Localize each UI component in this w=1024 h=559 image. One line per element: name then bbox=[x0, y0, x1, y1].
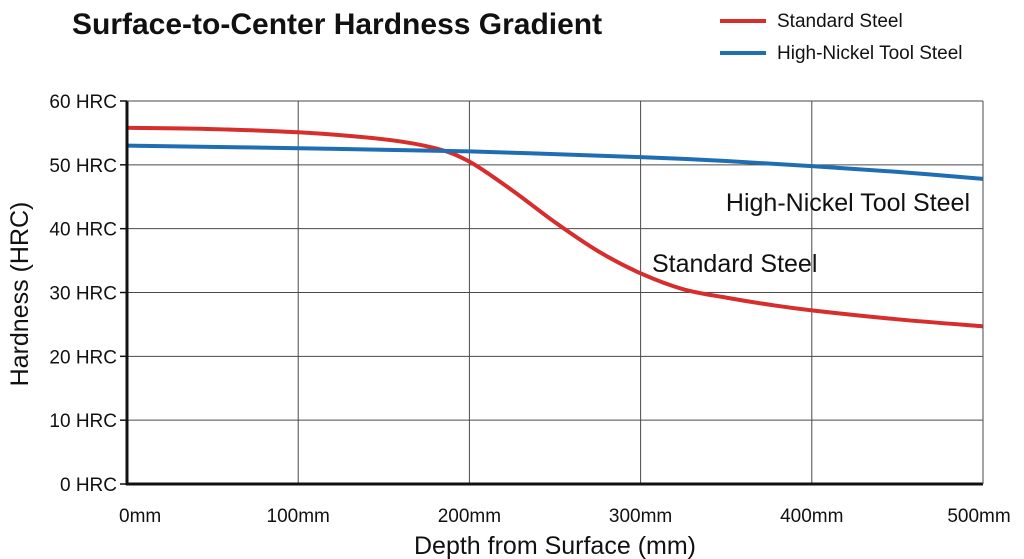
x-tick-label-300: 300mm bbox=[609, 506, 672, 527]
gridlines bbox=[127, 100, 984, 484]
legend-label-standard-steel: Standard Steel bbox=[777, 11, 903, 32]
series-lines bbox=[126, 125, 984, 329]
y-axis-label: Hardness (HRC) bbox=[6, 202, 34, 387]
legend: Standard Steel High-Nickel Tool Steel bbox=[720, 11, 963, 64]
y-tick-label-40: 40 HRC bbox=[49, 220, 117, 241]
series-line-standard-steel bbox=[126, 125, 984, 329]
series-line-high-nickel-tool-steel bbox=[126, 143, 984, 181]
x-tick-label-0: 0mm bbox=[119, 506, 161, 527]
y-tick-labels: 0 HRC 10 HRC 20 HRC 30 HRC 40 HRC 50 HRC 60 HR… bbox=[49, 92, 127, 496]
series-annotation-high-nickel-tool-steel: High-Nickel Tool Steel bbox=[726, 189, 970, 217]
x-tick-label-100: 100mm bbox=[267, 506, 330, 527]
x-tick-label-400: 400mm bbox=[780, 506, 843, 527]
y-tick-label-10: 10 HRC bbox=[49, 411, 117, 432]
y-tick-label-30: 30 HRC bbox=[49, 284, 117, 305]
x-axis-label: Depth from Surface (mm) bbox=[414, 532, 696, 559]
x-tick-label-200: 200mm bbox=[438, 506, 501, 527]
x-tick-labels: 0mm 100mm 200mm 300mm 400mm 500mm bbox=[119, 506, 1011, 527]
x-tick-label-500: 500mm bbox=[947, 506, 1010, 527]
y-tick-label-0: 0 HRC bbox=[60, 475, 117, 496]
legend-label-high-nickel-tool-steel: High-Nickel Tool Steel bbox=[777, 43, 963, 64]
series-annotation-standard-steel: Standard Steel bbox=[652, 250, 817, 278]
y-tick-label-20: 20 HRC bbox=[49, 347, 117, 368]
chart-title: Surface-to-Center Hardness Gradient bbox=[72, 8, 602, 41]
y-tick-label-60: 60 HRC bbox=[49, 92, 117, 113]
y-tick-label-50: 50 HRC bbox=[49, 156, 117, 177]
